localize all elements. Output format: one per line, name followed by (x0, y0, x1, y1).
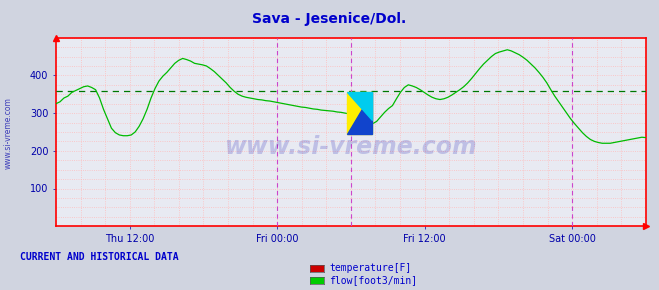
Bar (347, 92, 372, 134)
Polygon shape (347, 92, 372, 134)
Polygon shape (347, 92, 372, 120)
Text: flow[foot3/min]: flow[foot3/min] (330, 276, 418, 285)
Text: temperature[F]: temperature[F] (330, 263, 412, 273)
Text: www.si-vreme.com: www.si-vreme.com (4, 97, 13, 169)
Text: Sava - Jesenice/Dol.: Sava - Jesenice/Dol. (252, 12, 407, 26)
Text: www.si-vreme.com: www.si-vreme.com (225, 135, 477, 159)
Text: CURRENT AND HISTORICAL DATA: CURRENT AND HISTORICAL DATA (20, 252, 179, 262)
